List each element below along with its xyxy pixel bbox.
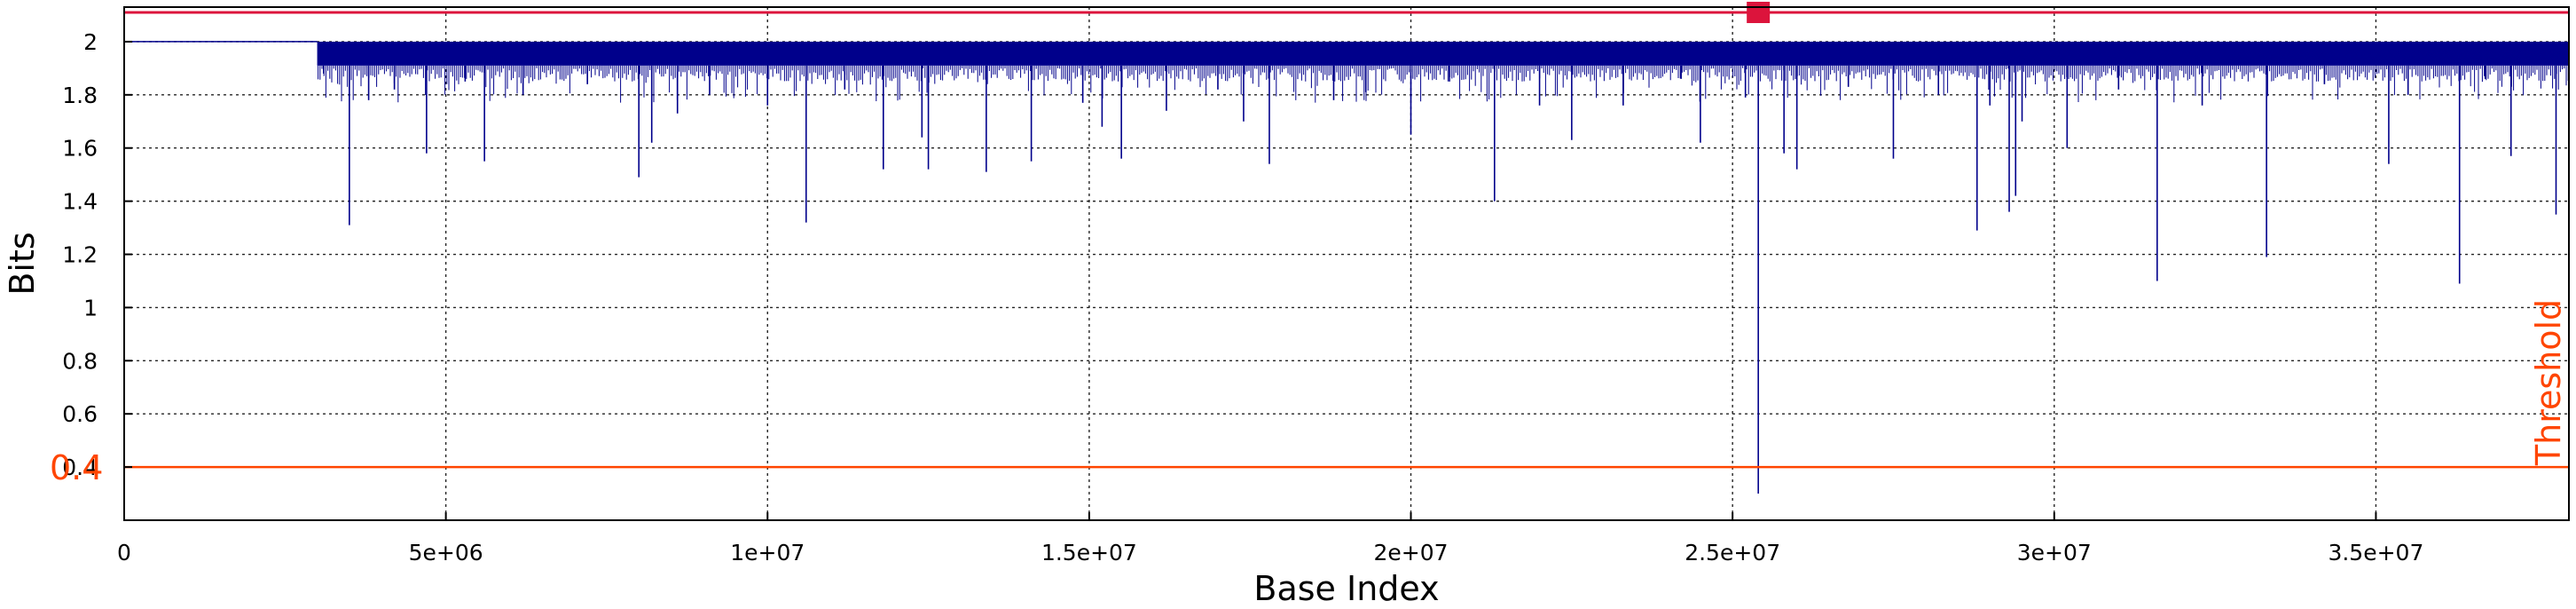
x-tick-label: 2e+07 <box>1374 540 1449 566</box>
dense-band <box>317 41 2570 66</box>
y-tick-label: 2 <box>83 29 98 55</box>
y-tick-label: 1.8 <box>62 83 98 108</box>
y-tick-label: 1.6 <box>62 136 98 162</box>
reference-lines <box>124 1 2569 469</box>
y-tick-label: 0.6 <box>62 401 98 427</box>
x-tick-label: 3e+07 <box>2017 540 2092 566</box>
x-tick-label: 2.5e+07 <box>1685 540 1780 566</box>
x-tick-label: 5e+06 <box>409 540 483 566</box>
y-tick-label: 0.8 <box>62 348 98 374</box>
x-tick-label: 0 <box>117 540 131 566</box>
x-axis-ticks: 0 5e+06 1e+07 1.5e+07 2e+07 2.5e+07 3e+07 3.5e+… <box>117 512 2423 566</box>
y-tick-label: 1.4 <box>62 189 98 215</box>
y-tick-label: 1 <box>83 295 98 320</box>
x-axis-title: Base Index <box>1253 569 1439 608</box>
y-axis-ticks: 0.4 0.6 0.8 1 1.2 1.4 1.6 1.8 2 <box>62 29 132 480</box>
y-tick-label: 0.4 <box>62 455 98 480</box>
marker-square <box>1747 1 1771 23</box>
threshold-label: Threshold <box>2529 299 2568 466</box>
threshold-value-label: 0.4 <box>50 448 103 487</box>
bits-series <box>124 41 2570 494</box>
y-axis-title: Bits <box>3 232 42 295</box>
x-tick-label: 3.5e+07 <box>2328 540 2423 566</box>
x-tick-label: 1e+07 <box>730 540 805 566</box>
noise-texture <box>318 65 2569 103</box>
y-tick-label: 1.2 <box>62 242 98 268</box>
plot-frame <box>123 6 2570 521</box>
x-tick-label: 1.5e+07 <box>1041 540 1137 566</box>
